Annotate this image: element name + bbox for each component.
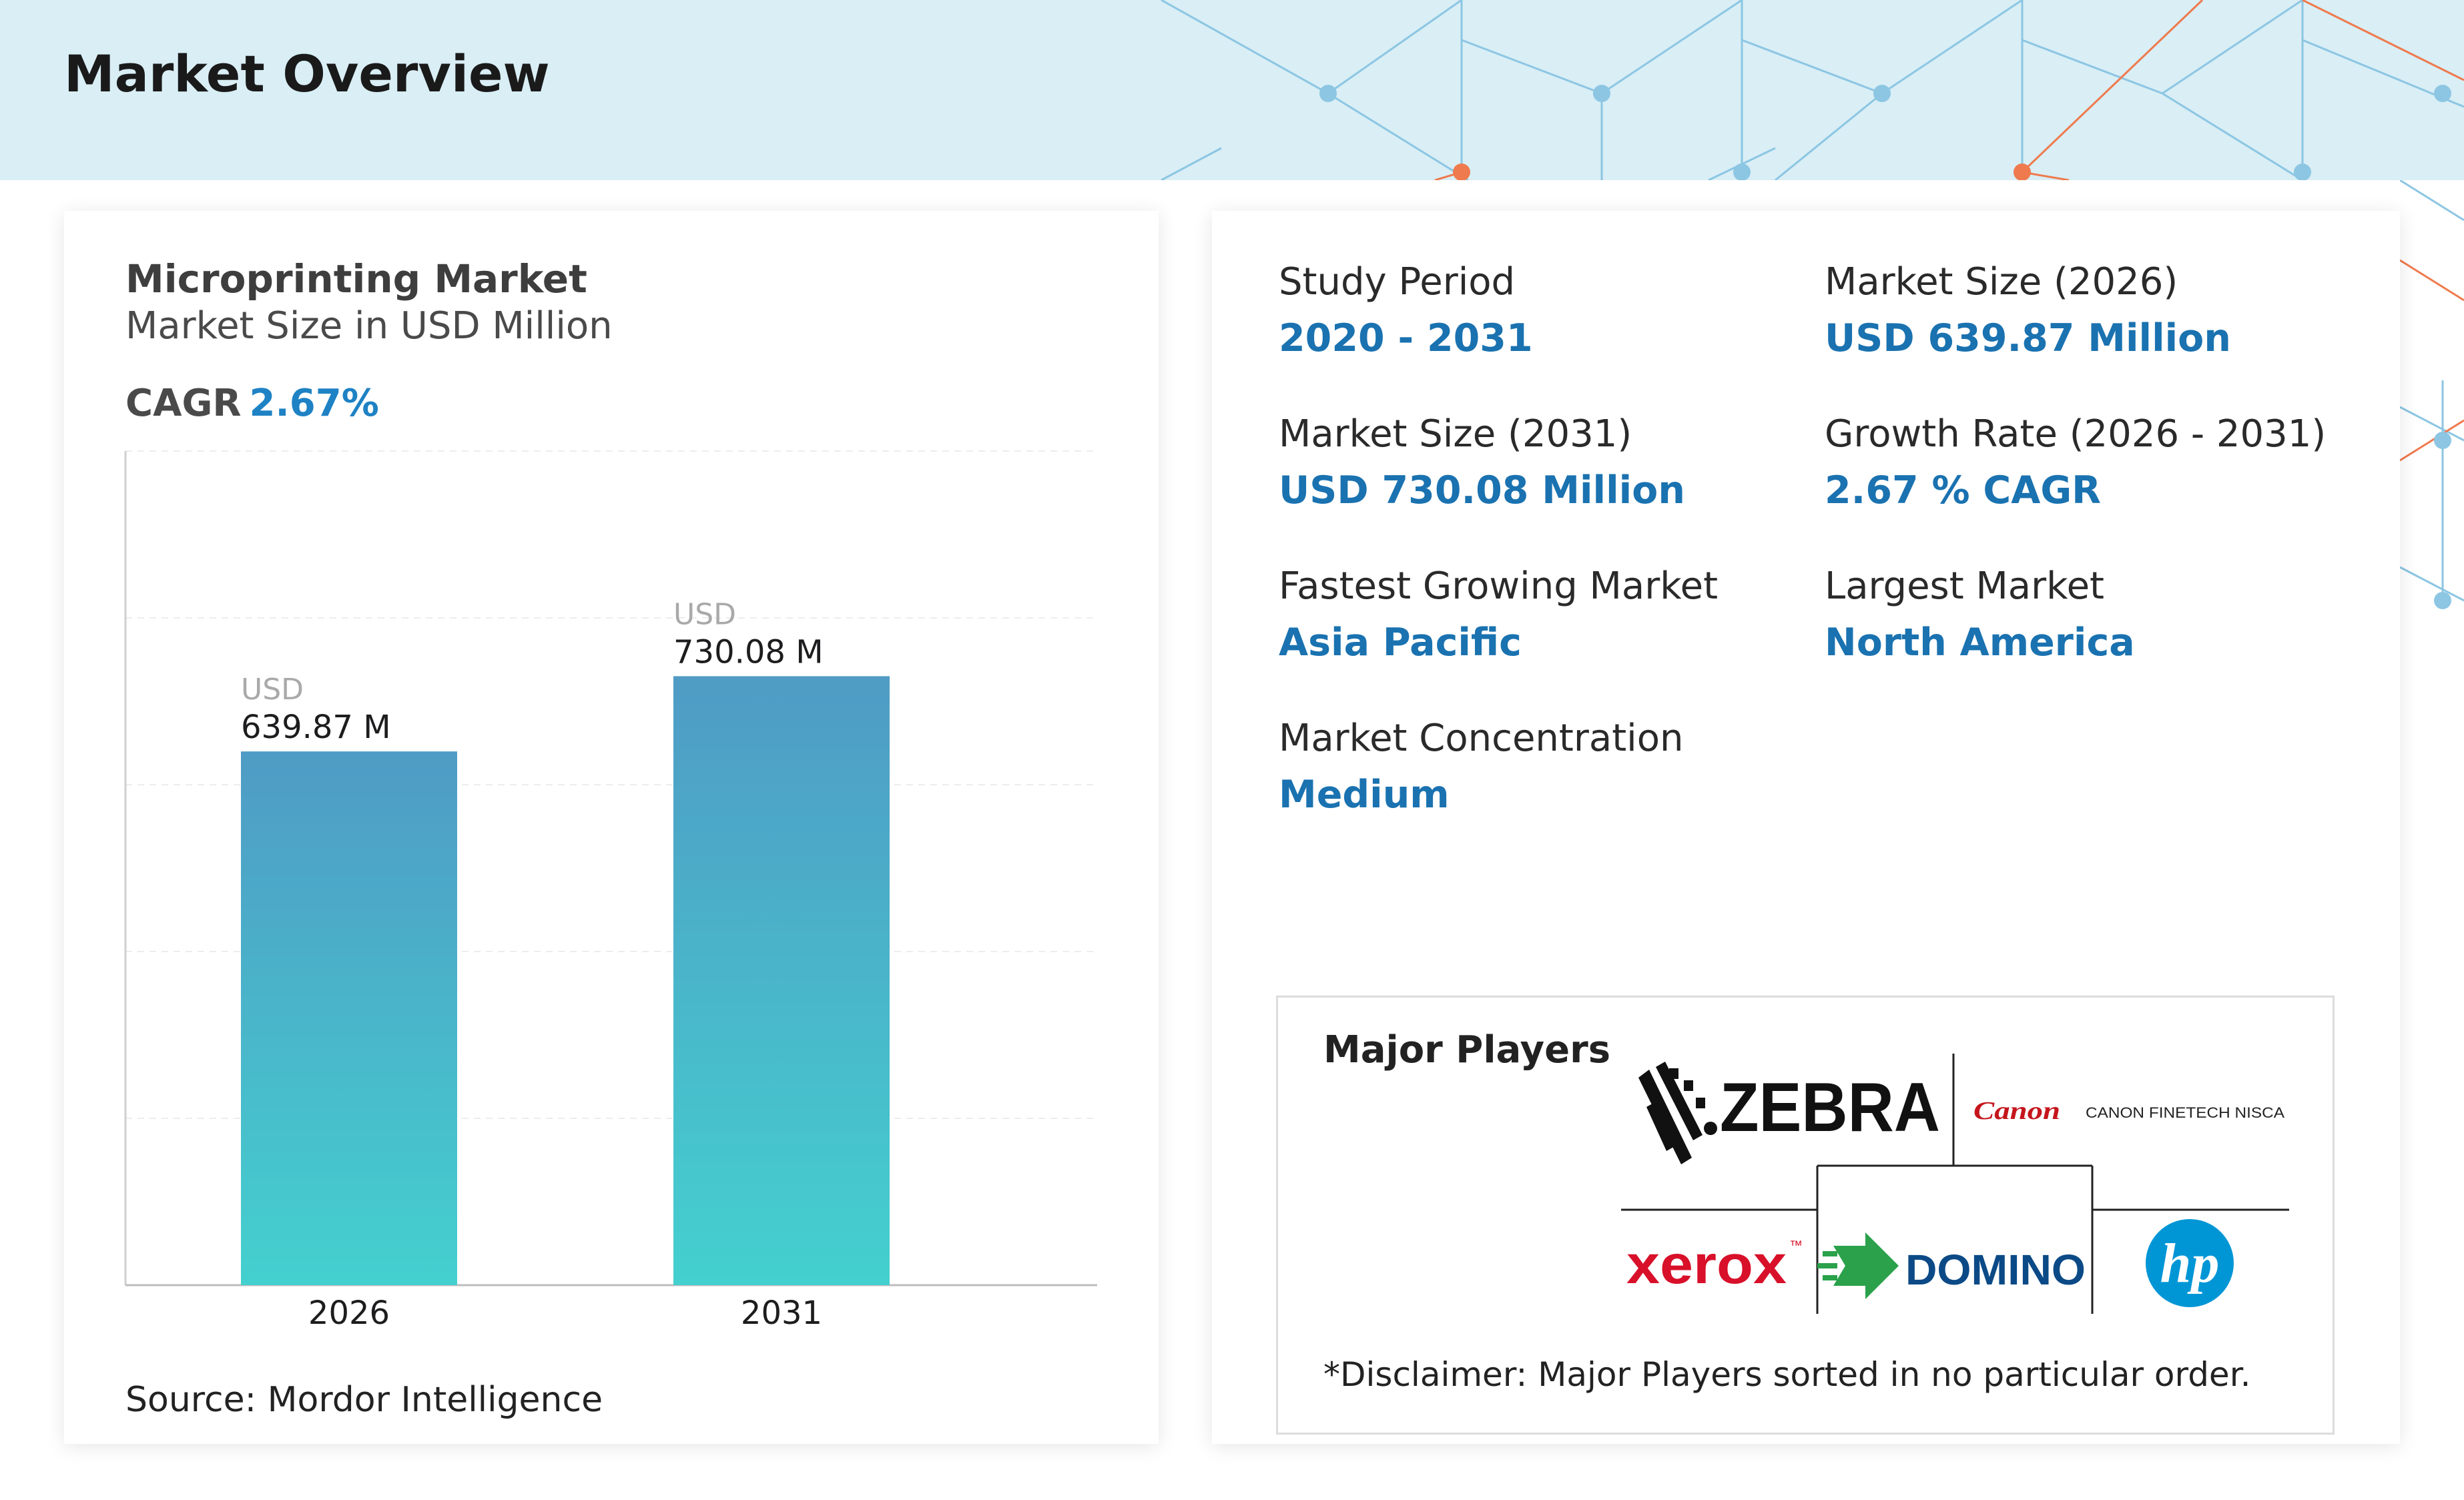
stat-label-market-size-2026: Market Size (2026) <box>1825 260 2178 304</box>
stat-value-fastest-growing: Asia Pacific <box>1279 621 1522 665</box>
network-pattern <box>1161 0 2464 180</box>
source-note: Source: Mordor Intelligence <box>125 1380 603 1420</box>
canon-logo: Canon <box>1973 1097 2060 1125</box>
domino-arrow-icon <box>1817 1232 1899 1299</box>
stat-label-market-size-2031: Market Size (2031) <box>1279 412 1632 456</box>
stat-value-study-period: 2020 - 2031 <box>1279 316 1533 360</box>
chart-card: Microprinting Market Market Size in USD … <box>64 211 1159 1444</box>
header-banner: Market Overview <box>0 0 2464 180</box>
cagr-line: CAGR 2.67% <box>125 382 379 425</box>
side-network-pattern <box>2400 180 2464 609</box>
cagr-value: 2.67% <box>249 382 379 425</box>
bar-2026 <box>241 751 457 1285</box>
logo-grid: ZEBRA Canon CANON FINETECH NISCA xerox ™… <box>1621 1054 2289 1314</box>
stat-value-growth-rate: 2.67 % CAGR <box>1825 468 2102 512</box>
stats-card: Study Period 2020 - 2031 Market Size (20… <box>1212 211 2400 1444</box>
major-players-title: Major Players <box>1323 1028 1611 1072</box>
canon-finetech-nisca-logo: CANON FINETECH NISCA <box>2086 1104 2284 1121</box>
chart-subtitle: Market Size in USD Million <box>125 304 613 348</box>
bar-2031 <box>673 676 890 1285</box>
page-title: Market Overview <box>64 44 550 103</box>
x-tick-label: 2026 <box>308 1294 390 1332</box>
hp-logo-text: hp <box>2160 1232 2220 1294</box>
chart-title: Microprinting Market <box>125 256 587 302</box>
domino-logo: DOMINO <box>1817 1232 2086 1299</box>
data-label-prefix: USD <box>241 673 304 707</box>
data-label-prefix: USD <box>673 597 736 631</box>
hp-logo: hp <box>2146 1219 2234 1307</box>
stat-label-concentration: Market Concentration <box>1279 717 1684 760</box>
stat-value-market-size-2026: USD 639.87 Million <box>1825 316 2231 360</box>
x-tick-label: 2031 <box>741 1294 822 1332</box>
stat-label-growth-rate: Growth Rate (2026 - 2031) <box>1825 412 2327 456</box>
stat-value-largest-market: North America <box>1825 621 2135 665</box>
xerox-tm: ™ <box>1789 1238 1803 1253</box>
disclaimer-note: *Disclaimer: Major Players sorted in no … <box>1323 1355 2251 1394</box>
stat-value-market-size-2031: USD 730.08 Million <box>1279 468 1685 512</box>
stat-label-fastest-growing: Fastest Growing Market <box>1279 565 1719 608</box>
domino-logo-text: DOMINO <box>1905 1246 2086 1294</box>
stat-value-concentration: Medium <box>1279 773 1450 817</box>
cagr-label: CAGR <box>125 382 242 425</box>
stat-label-study-period: Study Period <box>1279 260 1516 304</box>
zebra-logo: ZEBRA <box>1638 1062 1940 1164</box>
xerox-logo: xerox <box>1626 1234 1787 1295</box>
zebra-logo-text: ZEBRA <box>1720 1069 1940 1146</box>
data-label-value: 639.87 M <box>241 709 391 746</box>
data-label-value: 730.08 M <box>673 633 824 671</box>
major-players-box: Major Players <box>1276 996 2335 1435</box>
stat-label-largest-market: Largest Market <box>1825 565 2104 608</box>
